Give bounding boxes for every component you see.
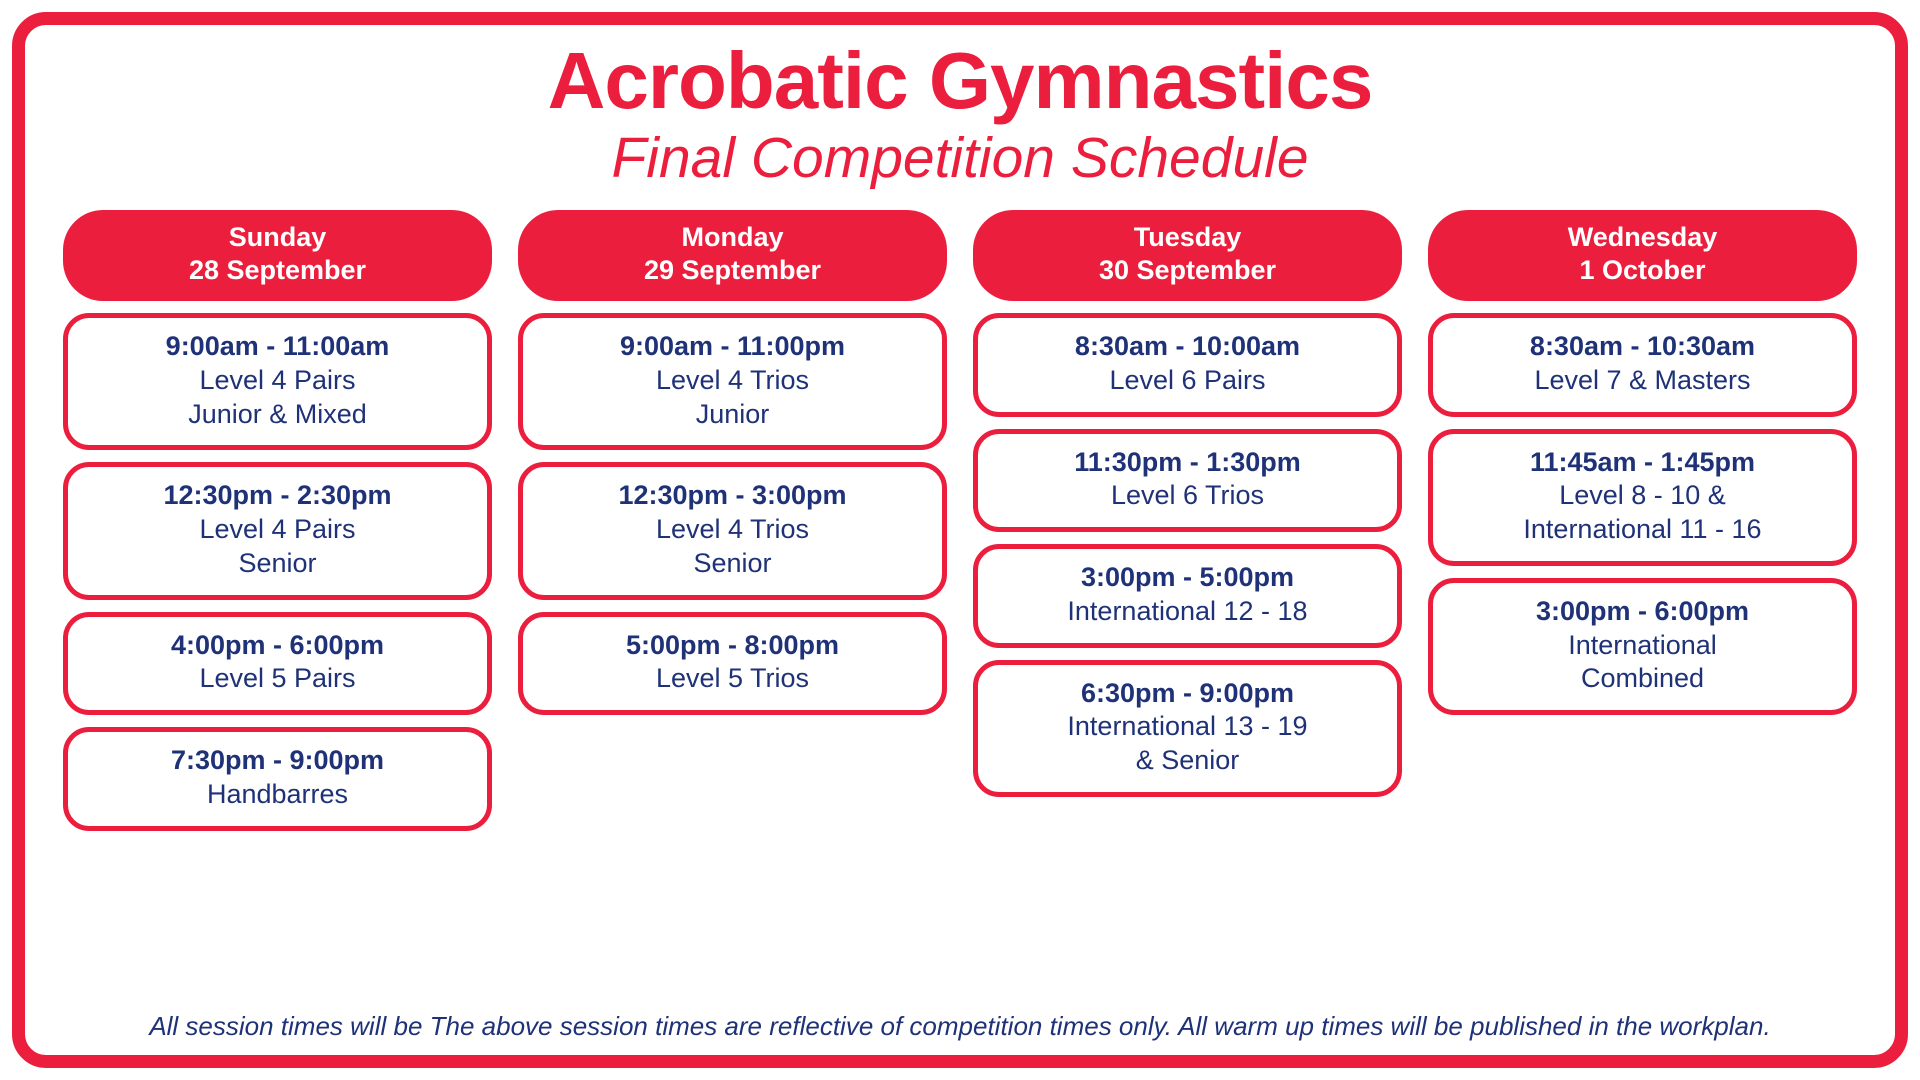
day-date: 29 September — [643, 255, 822, 286]
session-description: Level 4 Pairs — [199, 364, 356, 395]
session-time: 7:30pm - 9:00pm — [170, 745, 385, 776]
session-description: Level 7 & Masters — [1534, 364, 1751, 395]
session-card[interactable]: 8:30am - 10:00am Level 6 Pairs — [973, 313, 1402, 417]
day-header-sunday: Sunday 28 September — [63, 210, 492, 302]
day-columns: Sunday 28 September 9:00am - 11:00am Lev… — [63, 210, 1857, 996]
day-column-monday: Monday 29 September 9:00am - 11:00pm Lev… — [518, 210, 947, 716]
page-subtitle: Final Competition Schedule — [611, 126, 1309, 190]
session-card[interactable]: 5:00pm - 8:00pm Level 5 Trios — [518, 611, 947, 716]
session-description-second-line: Senior — [238, 547, 317, 578]
day-column-wednesday: Wednesday 1 October 8:30am - 10:30am Lev… — [1428, 210, 1857, 716]
session-description-second-line: Junior & Mixed — [188, 398, 367, 429]
session-description: International 12 - 18 — [1067, 595, 1308, 626]
session-description: Handbarres — [206, 778, 349, 809]
day-header-tuesday: Tuesday 30 September — [973, 210, 1402, 302]
session-description: Level 5 Pairs — [199, 663, 356, 694]
day-name: Monday — [681, 222, 784, 253]
session-description: Level 4 Trios — [655, 364, 810, 395]
session-time: 8:30am - 10:00am — [1074, 331, 1301, 362]
session-description-second-line: Senior — [693, 547, 772, 578]
session-description: Level 8 - 10 & — [1559, 480, 1726, 511]
day-column-tuesday: Tuesday 30 September 8:30am - 10:00am Le… — [973, 210, 1402, 797]
day-date: 28 September — [188, 255, 367, 286]
session-description: Level 6 Pairs — [1109, 364, 1266, 395]
session-card[interactable]: 8:30am - 10:30am Level 7 & Masters — [1428, 313, 1857, 417]
session-card[interactable]: 9:00am - 11:00am Level 4 Pairs Junior & … — [63, 313, 492, 451]
session-time: 11:30pm - 1:30pm — [1074, 446, 1301, 477]
session-time: 3:00pm - 5:00pm — [1080, 562, 1295, 593]
session-card[interactable]: 6:30pm - 9:00pm International 13 - 19 & … — [973, 659, 1402, 797]
session-card[interactable]: 12:30pm - 3:00pm Level 4 Trios Senior — [518, 462, 947, 600]
session-card[interactable]: 11:30pm - 1:30pm Level 6 Trios — [973, 428, 1402, 533]
session-card[interactable]: 9:00am - 11:00pm Level 4 Trios Junior — [518, 313, 947, 451]
poster-frame: Acrobatic Gymnastics Final Competition S… — [12, 12, 1908, 1068]
day-column-sunday: Sunday 28 September 9:00am - 11:00am Lev… — [63, 210, 492, 831]
day-header-monday: Monday 29 September — [518, 210, 947, 302]
footer-note: All session times will be The above sess… — [149, 1010, 1771, 1041]
session-card[interactable]: 11:45am - 1:45pm Level 8 - 10 & Internat… — [1428, 428, 1857, 566]
day-header-wednesday: Wednesday 1 October — [1428, 210, 1857, 302]
session-time: 9:00am - 11:00am — [165, 331, 390, 362]
page-title: Acrobatic Gymnastics — [547, 36, 1374, 125]
day-date: 1 October — [1579, 255, 1706, 286]
session-time: 3:00pm - 6:00pm — [1535, 595, 1750, 626]
session-card[interactable]: 7:30pm - 9:00pm Handbarres — [63, 727, 492, 831]
session-time: 5:00pm - 8:00pm — [625, 629, 840, 660]
session-description: Level 5 Trios — [655, 663, 810, 694]
session-card[interactable]: 3:00pm - 5:00pm International 12 - 18 — [973, 544, 1402, 648]
day-name: Wednesday — [1567, 222, 1718, 253]
session-description: International 13 - 19 — [1067, 711, 1308, 742]
session-description-second-line: Junior — [695, 398, 770, 429]
title-block: Acrobatic Gymnastics Final Competition S… — [63, 39, 1857, 192]
session-time: 11:45am - 1:45pm — [1529, 446, 1756, 477]
day-name: Sunday — [228, 222, 327, 253]
session-description-second-line: International 11 - 16 — [1523, 514, 1762, 545]
session-description: Level 4 Trios — [655, 514, 810, 545]
session-time: 12:30pm - 3:00pm — [618, 480, 847, 511]
session-time: 12:30pm - 2:30pm — [163, 480, 392, 511]
session-time: 6:30pm - 9:00pm — [1080, 677, 1295, 708]
session-description-second-line: Combined — [1580, 663, 1705, 694]
session-time: 9:00am - 11:00pm — [619, 331, 846, 362]
session-time: 8:30am - 10:30am — [1529, 331, 1756, 362]
day-name: Tuesday — [1133, 222, 1242, 253]
session-time: 4:00pm - 6:00pm — [170, 629, 385, 660]
session-description: Level 6 Trios — [1110, 480, 1265, 511]
session-card[interactable]: 4:00pm - 6:00pm Level 5 Pairs — [63, 611, 492, 716]
session-card[interactable]: 3:00pm - 6:00pm International Combined — [1428, 577, 1857, 716]
session-card[interactable]: 12:30pm - 2:30pm Level 4 Pairs Senior — [63, 462, 492, 600]
session-description-second-line: & Senior — [1135, 745, 1240, 776]
session-description: Level 4 Pairs — [199, 514, 356, 545]
day-date: 30 September — [1098, 255, 1277, 286]
session-description: International — [1568, 629, 1717, 660]
